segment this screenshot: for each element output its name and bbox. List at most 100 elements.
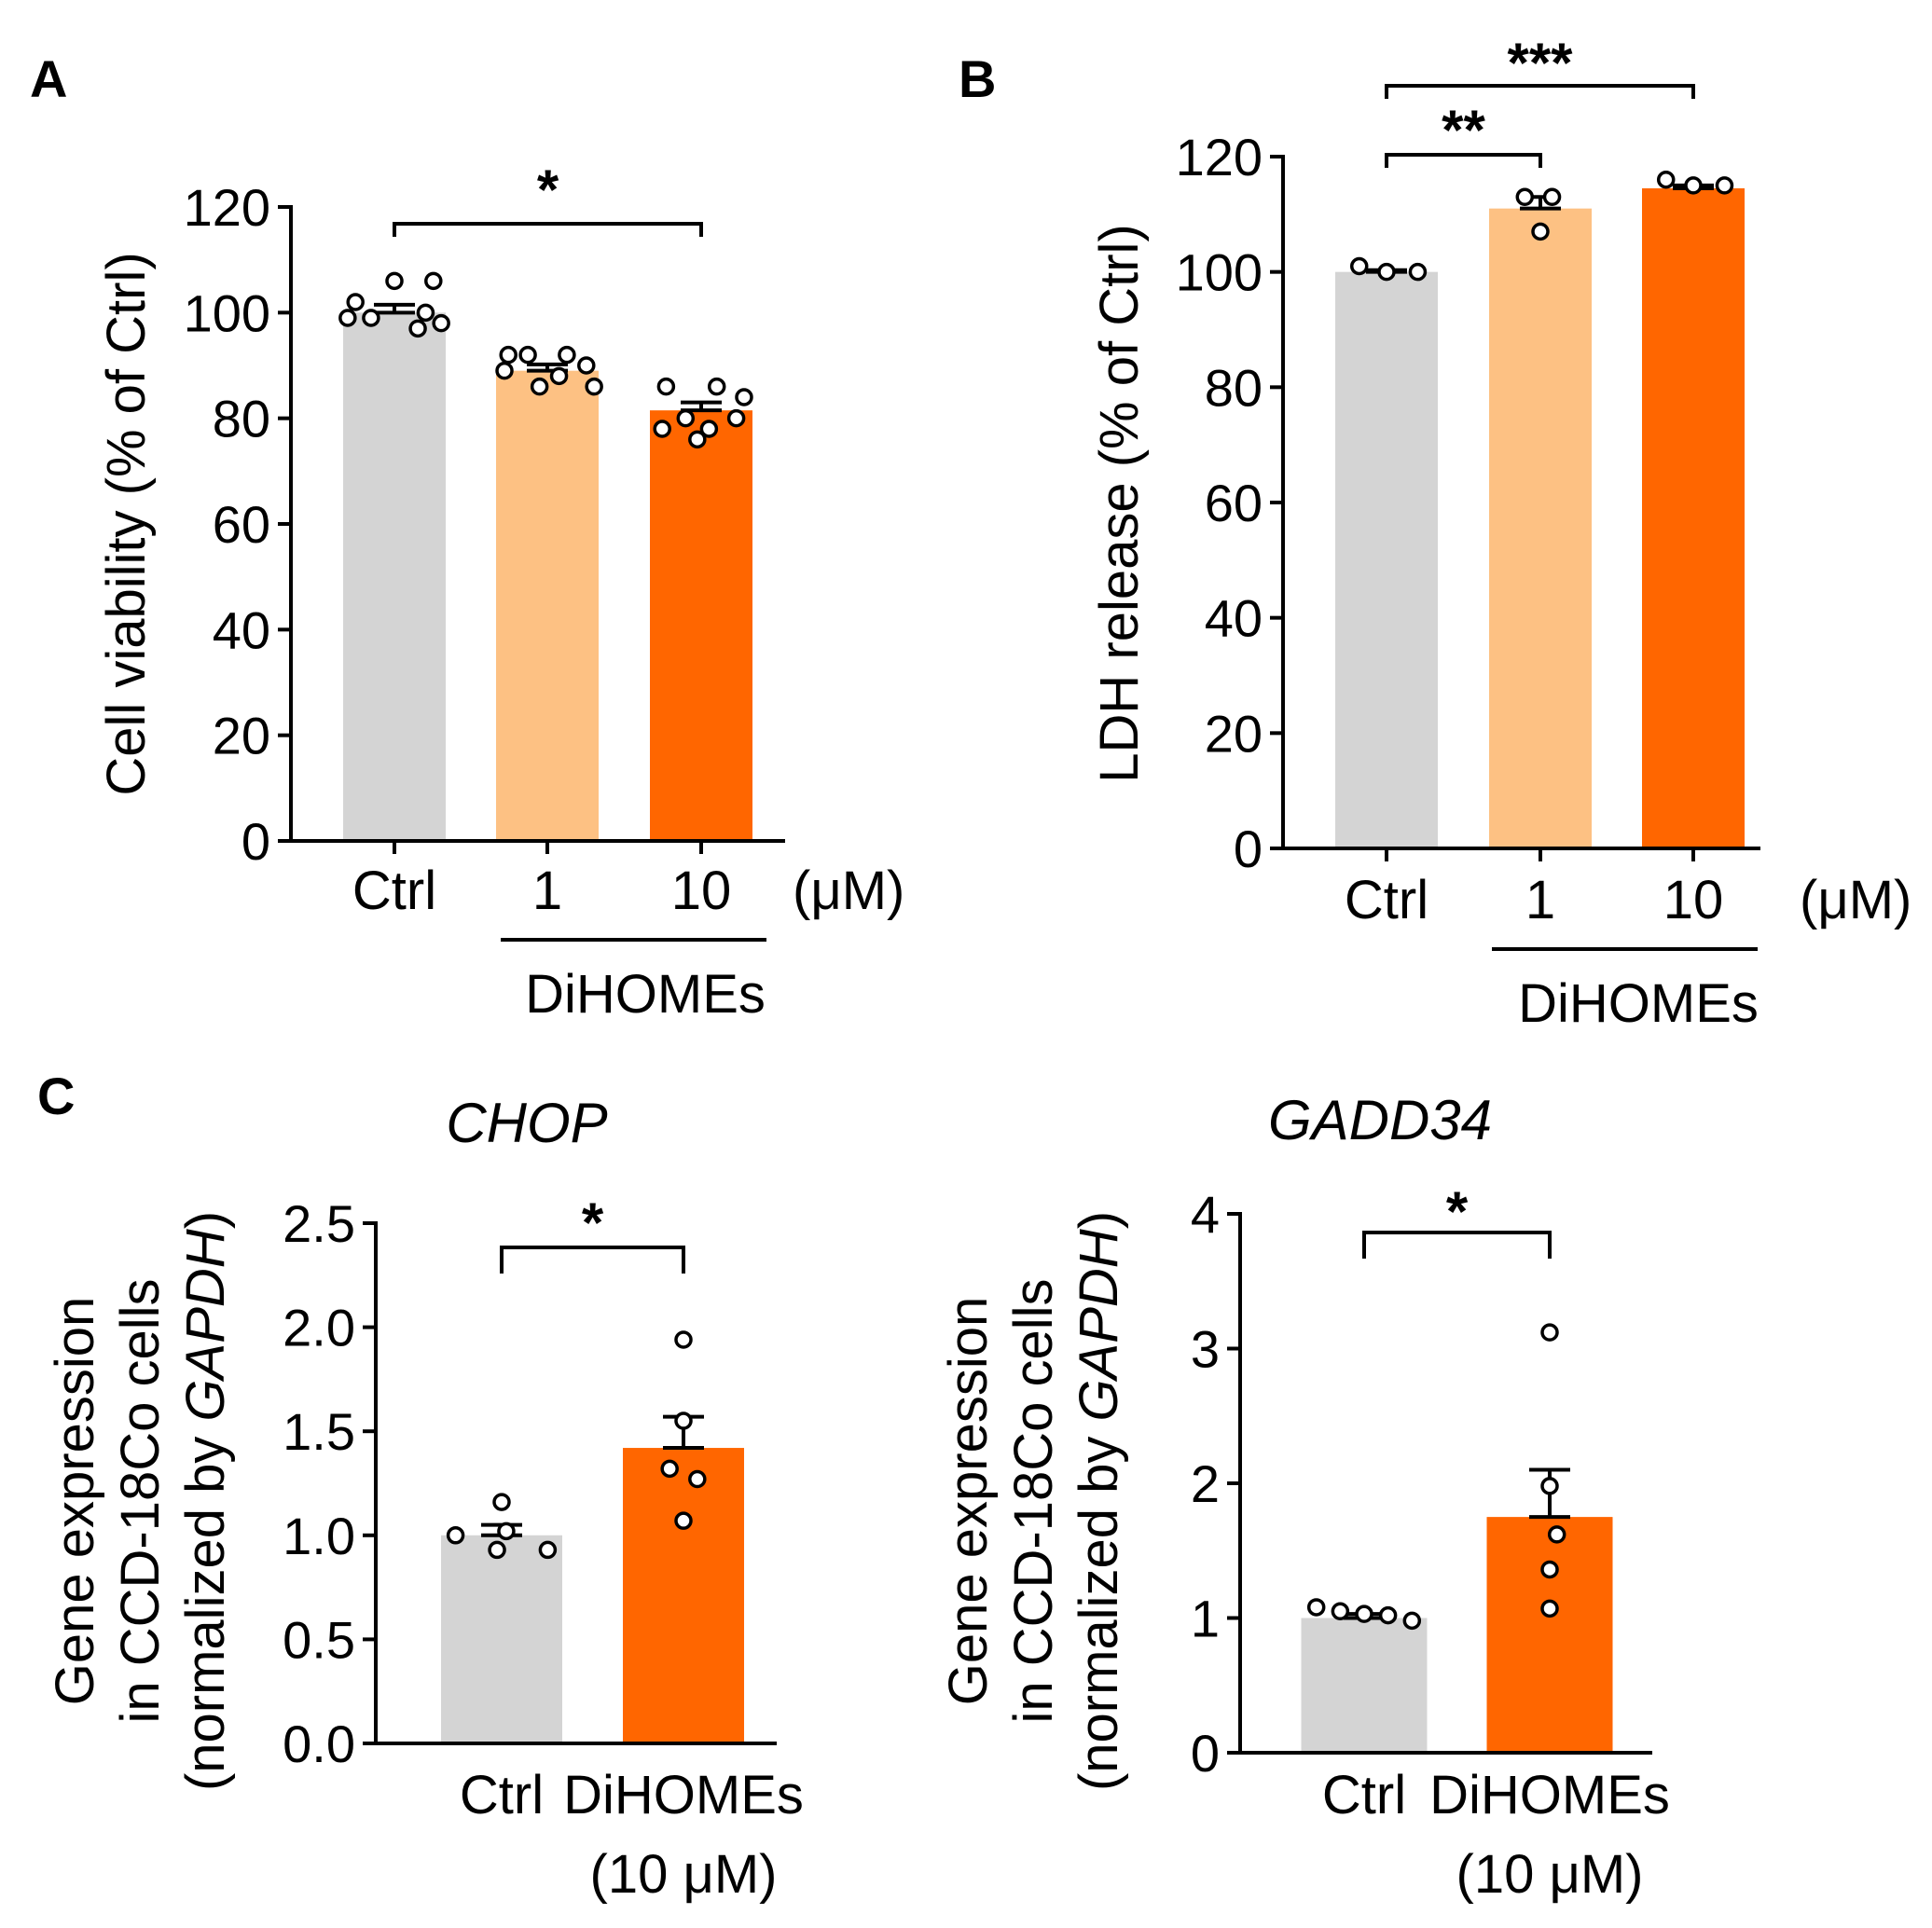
y-tick-label: 2 xyxy=(1191,1454,1220,1513)
panel-a: A 0 20 40 60 80 100 120 Ctrl 1 10 (μM) DiHOMEs Cell v… xyxy=(30,49,904,1025)
data-point xyxy=(538,1540,558,1560)
data-point xyxy=(1540,1599,1559,1618)
data-point xyxy=(1656,170,1676,189)
y-tick-label: 40 xyxy=(1205,589,1263,648)
panel-label: C xyxy=(37,1067,75,1125)
y-tick-label: 2.0 xyxy=(283,1299,355,1357)
significance-bracket xyxy=(1385,84,1695,99)
group-label: DiHOMEs xyxy=(1518,973,1759,1034)
y-axis-title-norm-gene: GAPDH xyxy=(1069,1229,1129,1421)
data-point xyxy=(1542,187,1562,207)
data-point xyxy=(699,420,719,438)
panel-b: B 0 20 40 60 80 100 120 Ctrl 1 10 (μM) DiHOMEs LDH re… xyxy=(959,32,1911,1034)
y-tick-label: 40 xyxy=(213,600,270,659)
y-axis-title-norm-suffix: ) xyxy=(175,1211,236,1229)
data-point xyxy=(495,361,514,380)
y-axis-title-line: Gene expression xyxy=(45,1297,105,1705)
y-axis-title-norm-prefix: (normalized by xyxy=(1069,1422,1129,1791)
bar-3 xyxy=(650,410,752,841)
data-point xyxy=(1684,176,1703,195)
chart-title: CHOP xyxy=(446,1092,607,1154)
data-point xyxy=(1402,1611,1422,1631)
group-label: DiHOMEs xyxy=(525,964,766,1025)
data-point xyxy=(558,345,576,365)
panel-label: A xyxy=(30,49,67,108)
data-point xyxy=(1547,1525,1566,1544)
data-point xyxy=(1540,1560,1559,1579)
y-tick-label: 3 xyxy=(1191,1320,1220,1379)
data-point xyxy=(726,408,746,428)
y-axis-title-norm-gene: GAPDH xyxy=(175,1229,236,1421)
y-tick-label: 0 xyxy=(1191,1724,1220,1783)
panel-c-gadd34: GADD34 0 1 2 3 4 Ctrl DiHOMEs (10 μM) Gene expres… xyxy=(938,1089,1670,1905)
data-point xyxy=(1377,262,1396,282)
x-category-label: Ctrl xyxy=(1322,1765,1406,1825)
data-point xyxy=(1378,1605,1398,1625)
y-axis-title-normalization: (normalized by GAPDH) xyxy=(175,1211,236,1791)
x-category-label: 10 xyxy=(671,861,732,921)
y-tick-label: 60 xyxy=(1205,474,1263,532)
data-point xyxy=(674,1511,693,1530)
x-category-label: 1 xyxy=(1525,870,1555,930)
x-category-label: Ctrl xyxy=(352,861,436,921)
y-tick-label: 20 xyxy=(1205,704,1263,763)
bar-2 xyxy=(496,370,599,841)
data-point xyxy=(530,377,549,396)
y-tick-label: 20 xyxy=(213,707,270,765)
data-point xyxy=(1540,1323,1559,1342)
bar-2 xyxy=(1486,1517,1613,1753)
y-axis-title: LDH release (% of Ctrl) xyxy=(1089,224,1150,782)
unit-label: (μM) xyxy=(793,861,904,921)
data-point xyxy=(408,319,427,338)
data-point xyxy=(1540,1477,1559,1495)
data-point xyxy=(416,303,435,323)
y-tick-label: 80 xyxy=(213,390,270,448)
x-category-label: DiHOMEs xyxy=(1429,1765,1670,1825)
x-category-label: Ctrl xyxy=(1345,870,1428,930)
data-point xyxy=(499,345,518,365)
data-point xyxy=(735,388,753,406)
data-point xyxy=(585,377,603,396)
data-point xyxy=(549,366,569,386)
bar-2 xyxy=(623,1448,744,1743)
y-tick-label: 1.5 xyxy=(283,1402,355,1461)
significance-label: *** xyxy=(1507,32,1573,94)
y-tick-label: 80 xyxy=(1205,358,1263,417)
data-point xyxy=(707,377,726,396)
data-point xyxy=(446,1526,465,1545)
data-point xyxy=(518,345,537,365)
bar-2 xyxy=(1489,208,1592,848)
y-tick-label: 1 xyxy=(1191,1590,1220,1648)
data-point xyxy=(1331,1602,1350,1621)
y-axis-title-normalization: (normalized by GAPDH) xyxy=(1069,1211,1129,1791)
data-point xyxy=(385,271,404,291)
data-point xyxy=(1306,1598,1326,1617)
y-tick-label: 60 xyxy=(213,495,270,554)
bar-1 xyxy=(441,1535,562,1743)
data-point xyxy=(488,1540,506,1560)
y-tick-label: 2.5 xyxy=(283,1194,355,1253)
y-axis-title-line: in CCD-18Co cells xyxy=(110,1278,171,1723)
y-tick-label: 0.5 xyxy=(283,1610,355,1669)
y-tick-label: 120 xyxy=(1176,128,1263,186)
data-point xyxy=(1355,1604,1373,1623)
panel-label: B xyxy=(959,49,996,108)
y-tick-label: 4 xyxy=(1191,1185,1220,1244)
data-point xyxy=(674,1412,693,1430)
y-tick-label: 1.0 xyxy=(283,1507,355,1565)
data-point xyxy=(362,309,380,327)
bar-1 xyxy=(343,312,446,841)
significance-label: ** xyxy=(1442,99,1485,161)
data-point xyxy=(346,293,365,311)
data-point xyxy=(688,430,707,449)
panel-c-chop: C CHOP 0.0 0.5 1.0 1.5 2.0 2.5 Ctrl DiHOMEs (10 μM… xyxy=(37,1067,804,1905)
significance-bracket xyxy=(1362,1231,1552,1259)
x-category-label: DiHOMEs xyxy=(563,1765,804,1825)
data-point xyxy=(1515,187,1535,207)
y-tick-label: 100 xyxy=(184,283,270,342)
y-axis-title-norm-prefix: (normalized by xyxy=(175,1422,236,1791)
data-point xyxy=(676,408,696,428)
data-point xyxy=(424,271,443,291)
data-point xyxy=(688,1469,707,1489)
data-point xyxy=(656,377,676,396)
